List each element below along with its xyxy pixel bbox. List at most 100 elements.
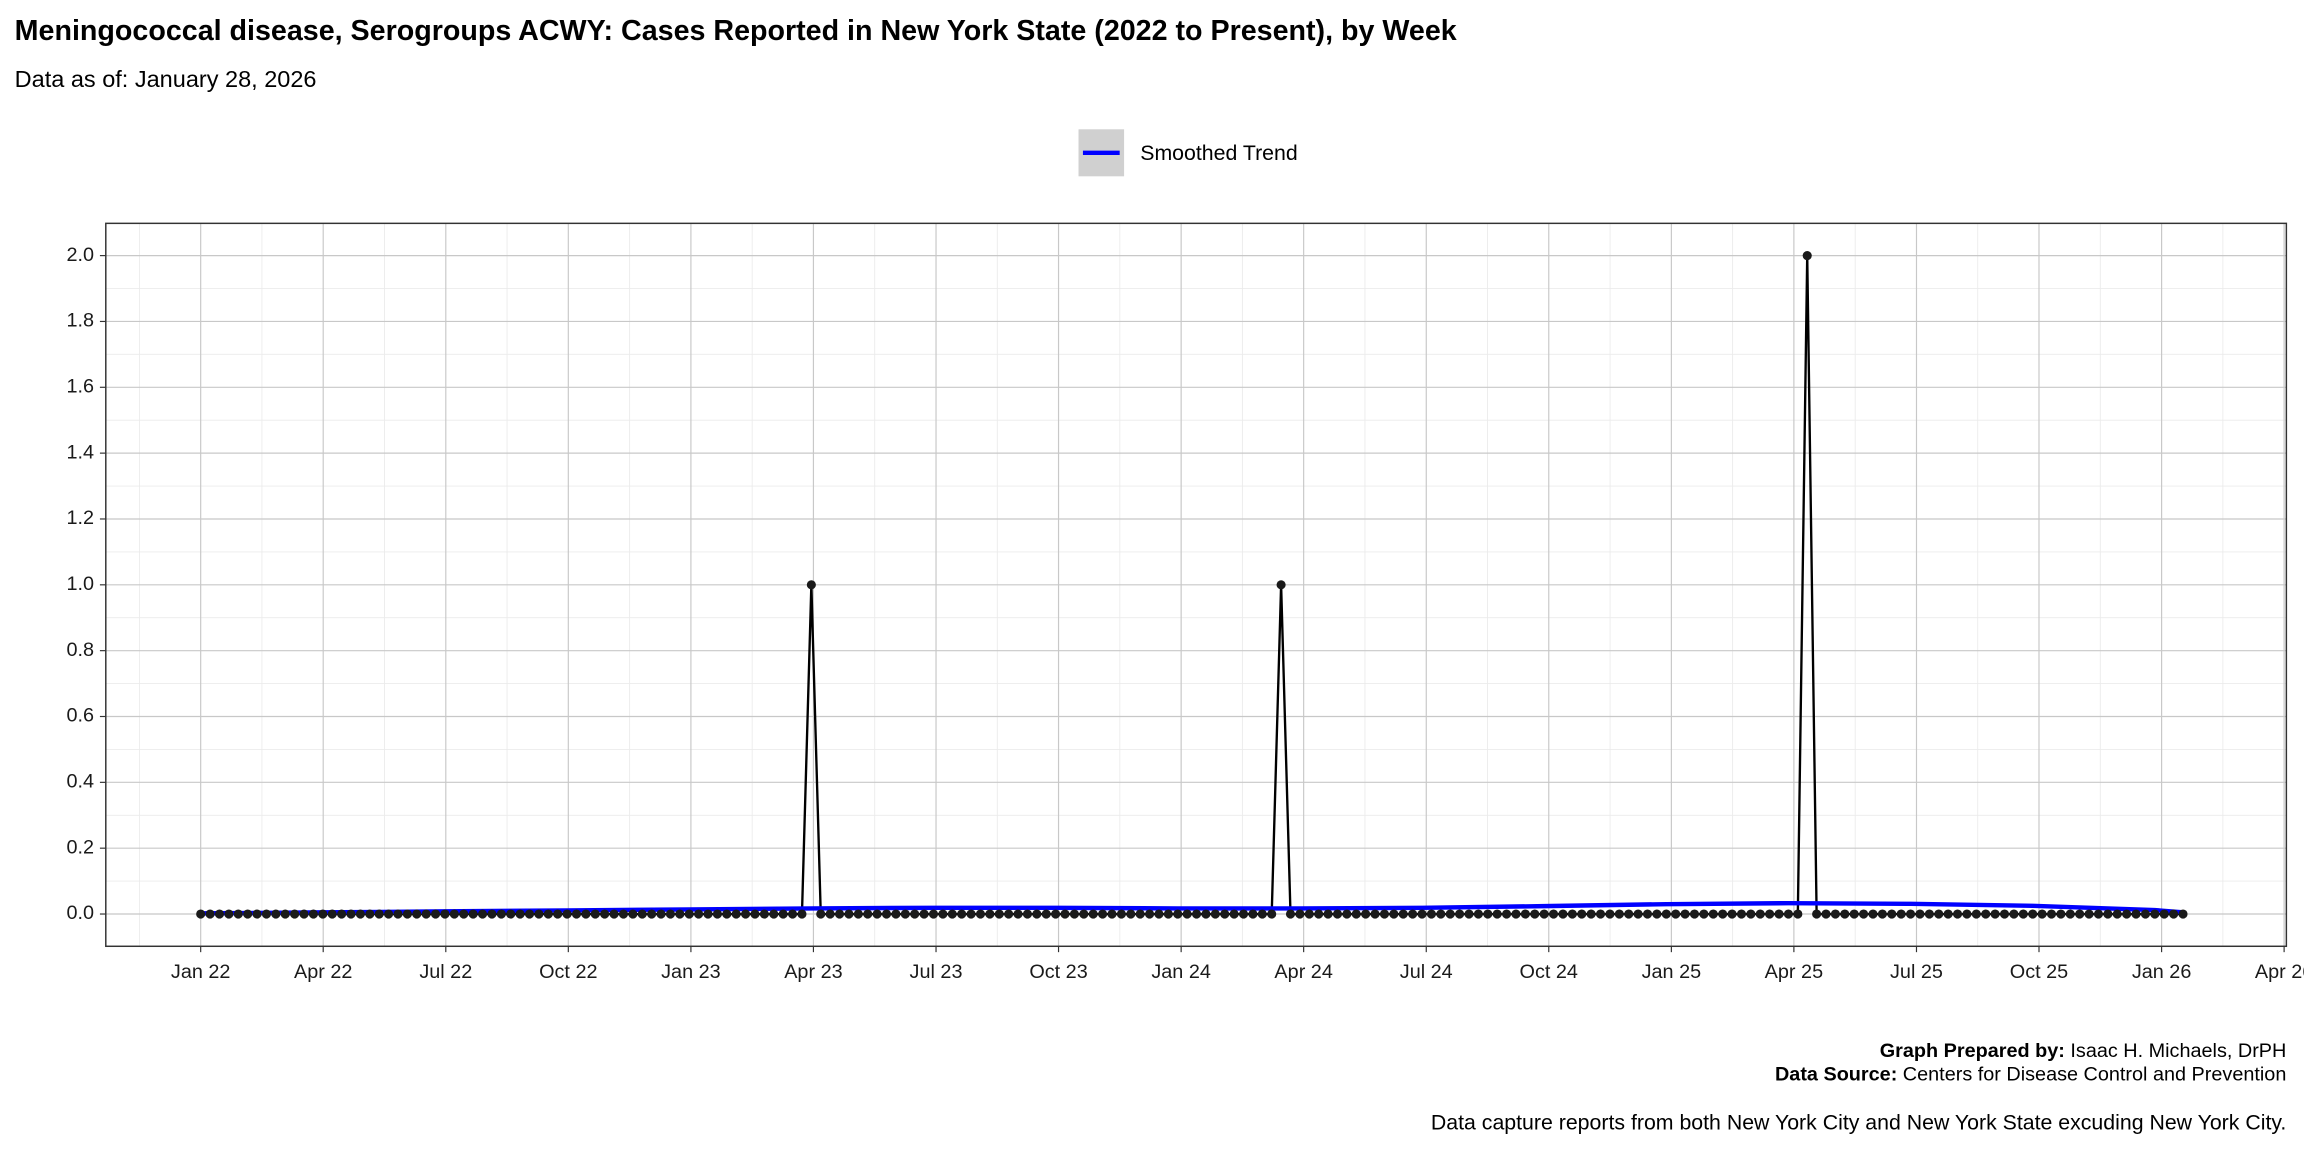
data-point [1990,909,2000,919]
data-point [374,909,384,919]
data-point [2018,909,2028,919]
data-point [1464,909,1474,919]
data-point [1455,909,1465,919]
data-point [1408,909,1418,919]
caption-label: Data Source: [1775,1064,1897,1086]
data-point [1783,909,1793,919]
data-point [769,909,779,919]
data-point [919,909,929,919]
data-point [243,909,253,919]
data-point [2112,909,2122,919]
data-point [1661,909,1671,919]
data-point [1821,909,1831,919]
data-point [1906,909,1916,919]
data-point [355,909,365,919]
x-tick-label: Jul 23 [910,961,963,983]
data-point [1238,909,1249,919]
data-point [1332,909,1343,919]
data-point [628,909,638,919]
data-point [299,909,309,919]
y-tick-label: 0.2 [66,836,94,858]
caption-prepared: Graph Prepared by: Isaac H. Michaels, Dr… [1880,1040,2287,1062]
data-point [1342,909,1352,919]
x-tick-label: Oct 24 [1520,961,1578,983]
data-point [806,580,816,590]
data-point [1539,909,1549,919]
x-tick-label: Jul 25 [1890,961,1943,983]
data-point [1840,909,1850,919]
data-point [900,909,910,919]
data-point [1689,909,1700,919]
data-point [1088,909,1098,919]
data-point [994,909,1004,919]
y-tick-label: 0.6 [66,705,94,727]
data-point [966,909,976,919]
data-point [2028,909,2038,919]
data-point [1642,909,1653,919]
data-point [1220,909,1230,919]
legend: Smoothed Trend [1078,129,1298,177]
data-point [412,909,422,919]
data-point [1389,909,1399,919]
y-tick-label: 1.6 [66,376,94,398]
data-point [703,909,713,919]
data-point [534,909,544,919]
data-point [1924,909,1934,919]
data-point [1191,909,1202,919]
data-point [2065,909,2075,919]
y-tick-label: 1.0 [66,573,94,595]
data-point [778,909,788,919]
data-point [1032,909,1042,919]
data-point [1004,909,1014,919]
data-point [384,909,394,919]
data-point [205,909,215,919]
data-point [637,909,647,919]
caption-text: Centers for Disease Control and Preventi… [1903,1064,2287,1086]
data-point [271,909,281,919]
data-point [1567,909,1577,919]
data-point [1079,909,1089,919]
data-point [1708,909,1718,919]
data-point [543,909,553,919]
y-tick-label: 0.4 [66,771,94,793]
data-point [938,909,948,919]
data-point [506,909,516,919]
data-point [1314,909,1324,919]
data-point [1398,909,1408,919]
data-point [393,909,403,919]
x-tick-label: Jul 24 [1400,961,1453,983]
data-point [1492,909,1502,919]
data-point [252,909,262,919]
data-point [496,909,506,919]
data-point [1229,909,1239,919]
data-point [881,909,892,919]
data-point [853,909,863,919]
data-point [214,909,225,919]
data-point [825,909,835,919]
data-point [2159,909,2169,919]
data-point [1812,909,1822,919]
data-point [337,909,347,919]
data-point [365,909,375,919]
caption-source: Data Source: Centers for Disease Control… [1775,1064,2286,1086]
x-tick-label: Oct 22 [539,961,597,983]
data-point [562,909,572,919]
x-tick-label: Apr 26 [2255,961,2304,983]
data-point [1426,909,1436,919]
data-point [1765,909,1775,919]
data-point [524,909,535,919]
data-point [1041,909,1051,919]
data-point [731,909,741,919]
data-point [600,909,610,919]
y-tick-label: 1.4 [66,441,94,463]
data-point [1417,909,1427,919]
data-point [2140,909,2150,919]
data-point [1436,909,1446,919]
data-point [816,909,826,919]
data-point [1558,909,1568,919]
data-point [1971,909,1981,919]
data-point [1370,909,1380,919]
data-point [346,909,356,919]
data-point [2103,909,2113,919]
data-point [1126,909,1136,919]
